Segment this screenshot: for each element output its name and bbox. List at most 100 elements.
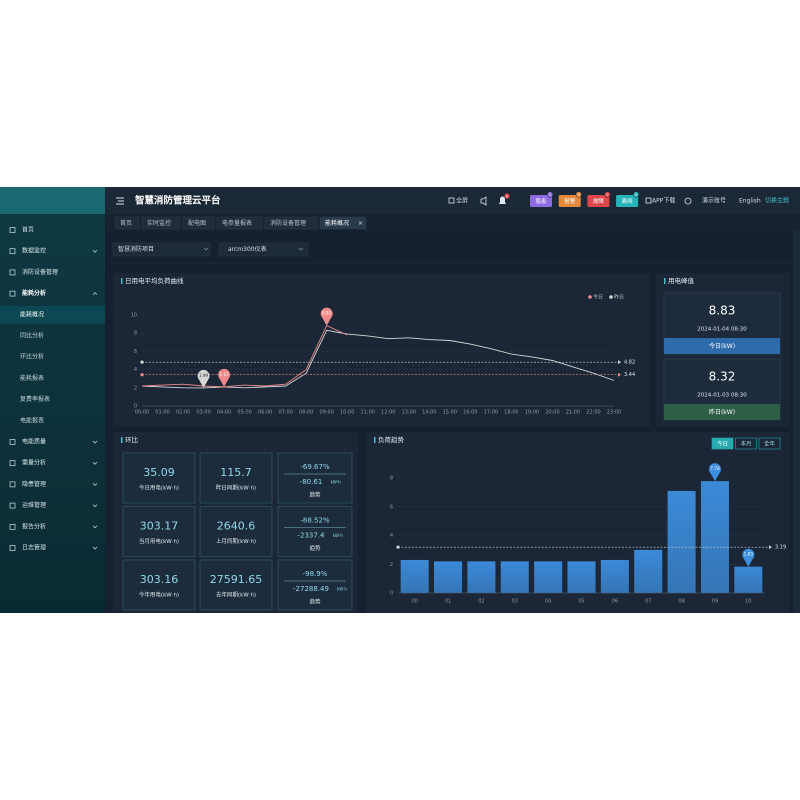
x-tick-label: 12:00 <box>381 410 395 416</box>
comparison-cell <box>277 452 353 504</box>
tab[interactable] <box>182 216 215 230</box>
peak-label: 今日(kW) <box>709 342 735 350</box>
x-tick-label: 02:00 <box>176 410 190 416</box>
menu-item[interactable]: 消防设备管理 <box>22 268 58 276</box>
x-tick-label: 05 <box>578 599 584 605</box>
language[interactable]: English <box>739 198 761 205</box>
tab-close[interactable] <box>358 221 363 225</box>
menu-icon <box>9 439 16 445</box>
legend-label[interactable]: 今日 <box>593 294 603 301</box>
menu-item[interactable]: 首页 <box>22 226 34 234</box>
bell-icon[interactable] <box>499 196 506 205</box>
submenu-item[interactable]: 同比分析 <box>20 332 44 340</box>
badge[interactable] <box>530 195 552 207</box>
filter-project[interactable]: 智慧消防项目 <box>112 242 211 257</box>
bar <box>467 561 496 593</box>
menu-item[interactable]: 能耗分析 <box>22 289 46 297</box>
filter-label[interactable]: 智慧消防项目 <box>118 245 154 253</box>
badge[interactable] <box>587 195 610 207</box>
submenu-item[interactable]: 能耗概况 <box>20 310 44 318</box>
title-bar <box>374 437 376 443</box>
menu-item[interactable]: 电能质量 <box>22 438 46 446</box>
period-button[interactable] <box>711 437 734 450</box>
x-tick-label: 00:00 <box>135 410 149 416</box>
x-tick-label: 16:00 <box>463 410 477 416</box>
badge[interactable] <box>558 195 581 207</box>
period-button[interactable] <box>758 437 781 450</box>
comparison-value: 303.17 <box>140 520 179 533</box>
menu-icon <box>9 502 16 509</box>
period-label[interactable]: 今日 <box>717 439 728 447</box>
comparison-cell <box>277 559 353 611</box>
title-bar <box>121 437 123 443</box>
comparison-delta-unit: kW·h <box>337 587 348 592</box>
x-tick-label: 04 <box>545 599 551 605</box>
menu-toggle[interactable] <box>116 197 124 205</box>
tab[interactable] <box>216 216 263 230</box>
theme-switch[interactable]: 切换主题 <box>765 197 789 205</box>
account[interactable]: 演示账号 <box>702 197 726 205</box>
fullscreen-button[interactable]: 全屏 <box>448 197 468 205</box>
sidebar-menu: 首页数据监控消防设备管理能耗分析能耗概况同比分析环比分析能耗报表复费率报表电能报… <box>0 226 105 559</box>
submenu-item[interactable]: 电能报表 <box>20 416 44 424</box>
tab-label[interactable]: 首页 <box>120 219 132 227</box>
filter-label[interactable]: arcm300仪表 <box>228 245 267 253</box>
x-tick-label: 11:00 <box>361 410 375 416</box>
bar <box>534 561 563 593</box>
tab-label[interactable]: 能耗概况 <box>325 219 349 227</box>
badge-label[interactable]: 隐患 <box>535 197 547 205</box>
tab[interactable] <box>319 216 367 230</box>
peak-value: 8.83 <box>709 304 736 318</box>
menu-icon <box>9 290 16 297</box>
x-tick-label: 01 <box>445 599 451 605</box>
period-label[interactable]: 全年 <box>764 439 776 447</box>
comparison-rate: -69.67% <box>300 463 330 471</box>
app-download[interactable]: APP下载 <box>652 197 675 205</box>
sound-icon[interactable] <box>480 196 487 206</box>
menu-item[interactable]: 需量分析 <box>22 459 46 467</box>
submenu-item[interactable]: 复费率报表 <box>20 395 50 403</box>
legend-label[interactable]: 昨日 <box>614 294 624 301</box>
y-tick-label: 6 <box>134 349 137 355</box>
fullscreen-label[interactable]: 全屏 <box>456 197 468 205</box>
menu-item[interactable]: 运维管理 <box>22 501 46 509</box>
badge-label[interactable]: 故障 <box>593 197 605 205</box>
tab-label[interactable]: 实时监控 <box>147 219 171 227</box>
bar <box>600 559 629 593</box>
x-tick-label: 22:00 <box>586 410 600 416</box>
title-bar <box>664 278 666 284</box>
line-panel <box>113 273 650 427</box>
submenu-item[interactable]: 环比分析 <box>20 353 44 361</box>
comparison-delta-unit: kW·h <box>333 533 344 538</box>
tab-label[interactable]: 电参量报表 <box>222 219 252 227</box>
comparison-value: 35.09 <box>143 466 175 479</box>
badge-label[interactable]: 离线 <box>622 197 634 205</box>
avg-label: 3.19 <box>775 545 786 551</box>
tab[interactable] <box>114 216 140 230</box>
tab[interactable] <box>141 216 181 230</box>
x-tick-label: 18:00 <box>504 410 518 416</box>
badge-label[interactable]: 报警 <box>564 197 576 205</box>
menu-item[interactable]: 数据监控 <box>22 247 46 255</box>
period-label[interactable]: 本月 <box>740 439 751 447</box>
comparison-trend: 趋势 <box>309 491 321 499</box>
tab-label[interactable]: 配电图 <box>188 219 206 227</box>
comparison-trend: 趋势 <box>309 598 321 606</box>
help-icon[interactable] <box>684 197 692 205</box>
panel-title: 日用电平均负荷曲线 <box>125 276 184 285</box>
y-tick-label: 10 <box>131 313 137 319</box>
badge-count: 0 <box>578 193 580 197</box>
period-button[interactable] <box>735 437 757 450</box>
tab[interactable] <box>264 216 318 230</box>
menu-item[interactable]: 日志管理 <box>22 544 46 552</box>
filter-meter[interactable]: arcm300仪表 <box>218 242 309 257</box>
submenu-item[interactable]: 能耗报表 <box>20 374 44 382</box>
comparison-cell <box>122 559 196 611</box>
tab-label[interactable]: 消防设备管理 <box>270 219 306 227</box>
x-tick-label: 08 <box>678 599 684 605</box>
badge[interactable] <box>616 195 639 207</box>
menu-item[interactable]: 报告分析 <box>22 522 46 530</box>
menu-item[interactable]: 隐患管理 <box>22 480 46 488</box>
comparison-label: 昨日同期(kW·h) <box>216 484 256 492</box>
